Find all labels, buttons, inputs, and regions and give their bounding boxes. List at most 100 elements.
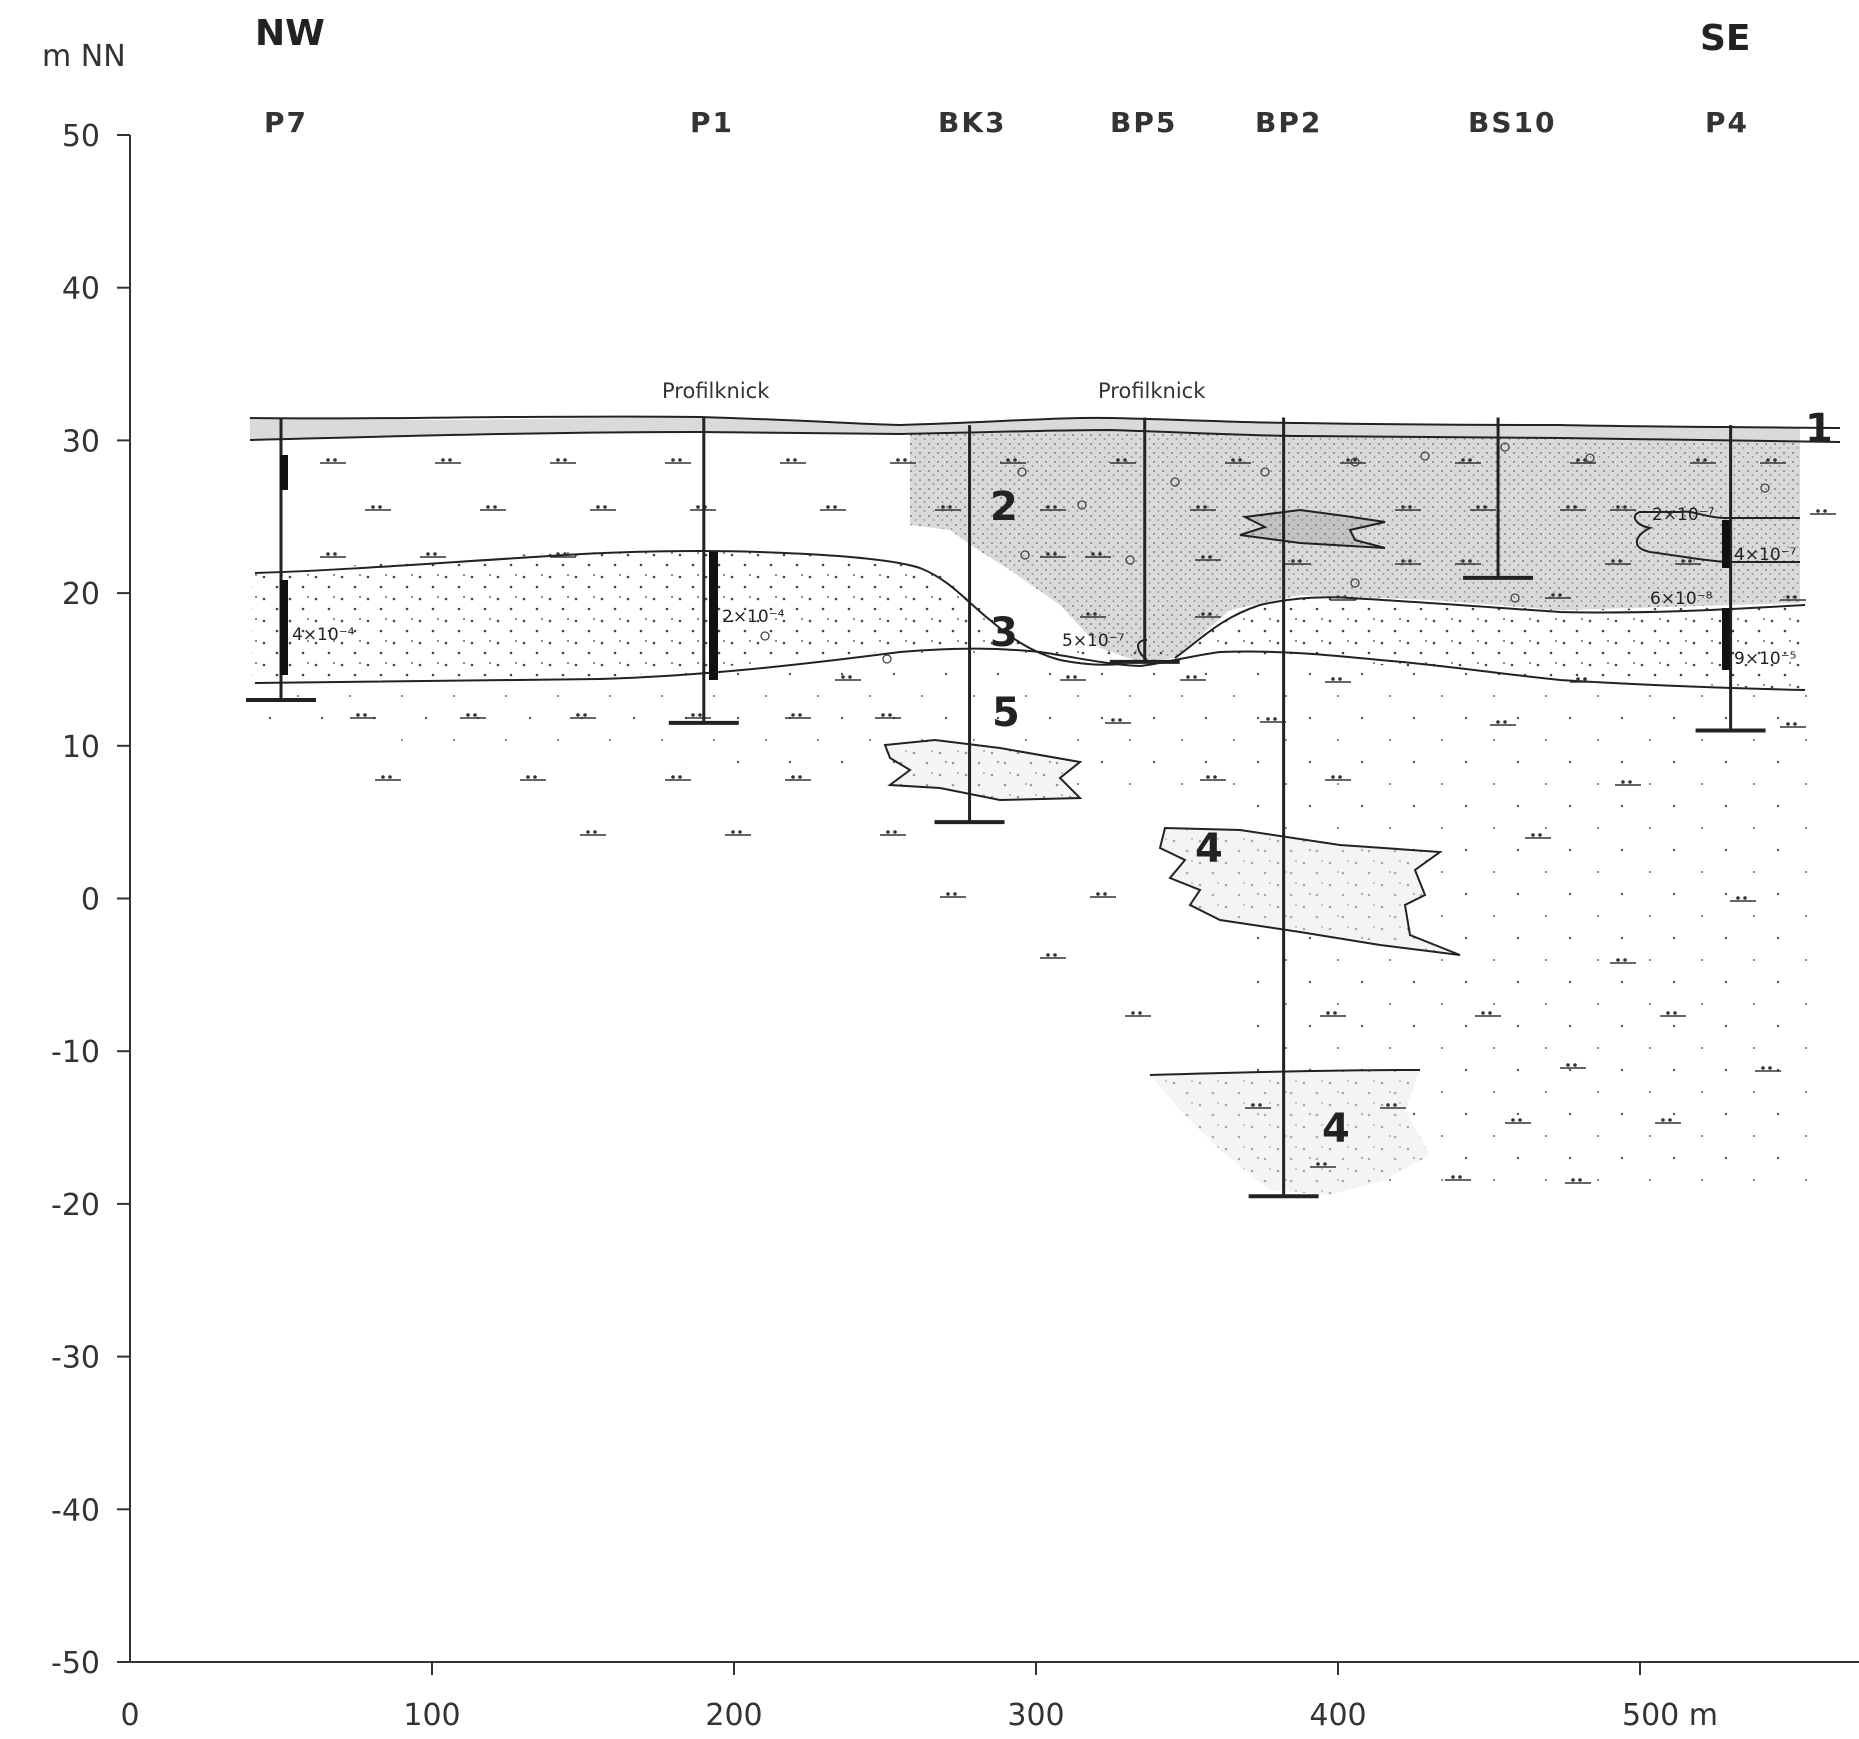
direction-nw-label: NW [255,13,325,54]
layer-numbers: 1 2 3 5 4 4 [990,406,1833,1152]
pebble-symbol [1125,555,1135,565]
silt-dot [326,552,330,556]
silt-dot [1578,1178,1582,1182]
layer-boundaries [249,415,1841,1076]
permeability-values: 4×10⁻⁴ 2×10⁻⁴ 5×10⁻⁷ 2×10⁻⁷ 4×10⁻⁷ 6×10⁻… [292,505,1797,669]
silt-dot [493,505,497,509]
silt-dot [1138,1011,1142,1015]
silt-dot [1291,559,1295,563]
p4-filter-lower [1722,608,1730,670]
silt-dot [596,505,600,509]
silt-dot [1326,1011,1330,1015]
lens-bk3-shade [885,740,1080,800]
silt-dot [1316,1162,1320,1166]
silt-dot [1401,559,1405,563]
y-tick-label: 40 [62,272,100,307]
y-tick-label: 0 [81,883,100,918]
y-tick-label: 10 [62,730,100,765]
pebble-symbol [1585,453,1595,463]
direction-se-label: SE [1700,18,1751,59]
silt-dot [1623,958,1627,962]
silt-dot [1573,1063,1577,1067]
silt-dot [671,775,675,779]
x-axis: 0 100 200 300 400 500 m [120,1661,1859,1733]
y-tick-label: 30 [62,424,100,459]
p7-filter-lower [280,580,288,675]
silt-dot [1736,896,1740,900]
layer-number-4-lower: 4 [1322,1106,1350,1152]
silt-dot [433,552,437,556]
silt-dot [1623,505,1627,509]
lens-4-lower-shade [1150,1070,1430,1195]
lens-4-upper-outline [1158,826,1461,956]
pebble-symbol [1420,451,1430,461]
silt-dot [1353,458,1357,462]
silt-dot [388,775,392,779]
silt-dot [678,458,682,462]
silt-dot [1091,552,1095,556]
silt-dot [1053,552,1057,556]
kf-p4-d: 9×10⁻⁵ [1734,649,1796,669]
layer-1-fill [250,417,1800,442]
silt-dot [1266,717,1270,721]
silt-dot [941,505,945,509]
silt-dot [793,458,797,462]
silt-dot [881,713,885,717]
layer-number-4-upper: 4 [1195,826,1223,872]
lens-bp2-stipple [1240,510,1385,548]
silt-dot [833,505,837,509]
pebble-symbol [760,631,770,641]
silt-dot [1566,505,1570,509]
silt-dot [1098,552,1102,556]
layer-number-3: 3 [990,610,1018,656]
silt-dot [1096,892,1100,896]
layer-fills [250,417,1810,1200]
silt-dot [1336,595,1340,599]
silt-dot [326,458,330,462]
lens-4-upper-shade [1160,828,1460,955]
silt-dot [1053,505,1057,509]
pebble-symbol [1260,467,1270,477]
silt-dot [1666,1011,1670,1015]
silt-dot [1531,833,1535,837]
silt-dot [1258,1103,1262,1107]
silt-dot [1331,677,1335,681]
silt-dot [1468,559,1472,563]
silt-dot [798,775,802,779]
pebble-symbol [1500,442,1510,452]
silt-dot [363,713,367,717]
silt-dot [1793,595,1797,599]
silt-dot [1566,1063,1570,1067]
pebble-symbol [1020,550,1030,560]
x-tick-label: 400 [1309,1698,1366,1733]
silt-dot [1103,892,1107,896]
y-axis-unit: m NN [42,39,126,74]
silt-dot [486,505,490,509]
silt-dot [1681,559,1685,563]
silt-dot [888,713,892,717]
silt-dot [448,458,452,462]
silt-dot [1616,505,1620,509]
silt-dot [1401,505,1405,509]
silt-dot [1111,718,1115,722]
y-tick-label: -50 [51,1646,100,1681]
x-tick-label: 500 m [1622,1698,1718,1733]
silt-dot [1773,458,1777,462]
silt-dot [563,458,567,462]
pebble-symbol [1350,578,1360,588]
p4-lens-outline [1633,510,1800,563]
silt-dot [798,713,802,717]
silt-dot [1203,505,1207,509]
silt-dot [1251,1103,1255,1107]
silt-dot [1768,1066,1772,1070]
silt-dot [1628,780,1632,784]
silt-dot [1476,505,1480,509]
silt-dot [1331,775,1335,779]
silt-dot [1488,1011,1492,1015]
p7-filter-upper [280,455,288,490]
silt-dot [1461,458,1465,462]
layer-number-1: 1 [1805,406,1833,452]
silt-dot [1668,1118,1672,1122]
silt-dot [1551,593,1555,597]
